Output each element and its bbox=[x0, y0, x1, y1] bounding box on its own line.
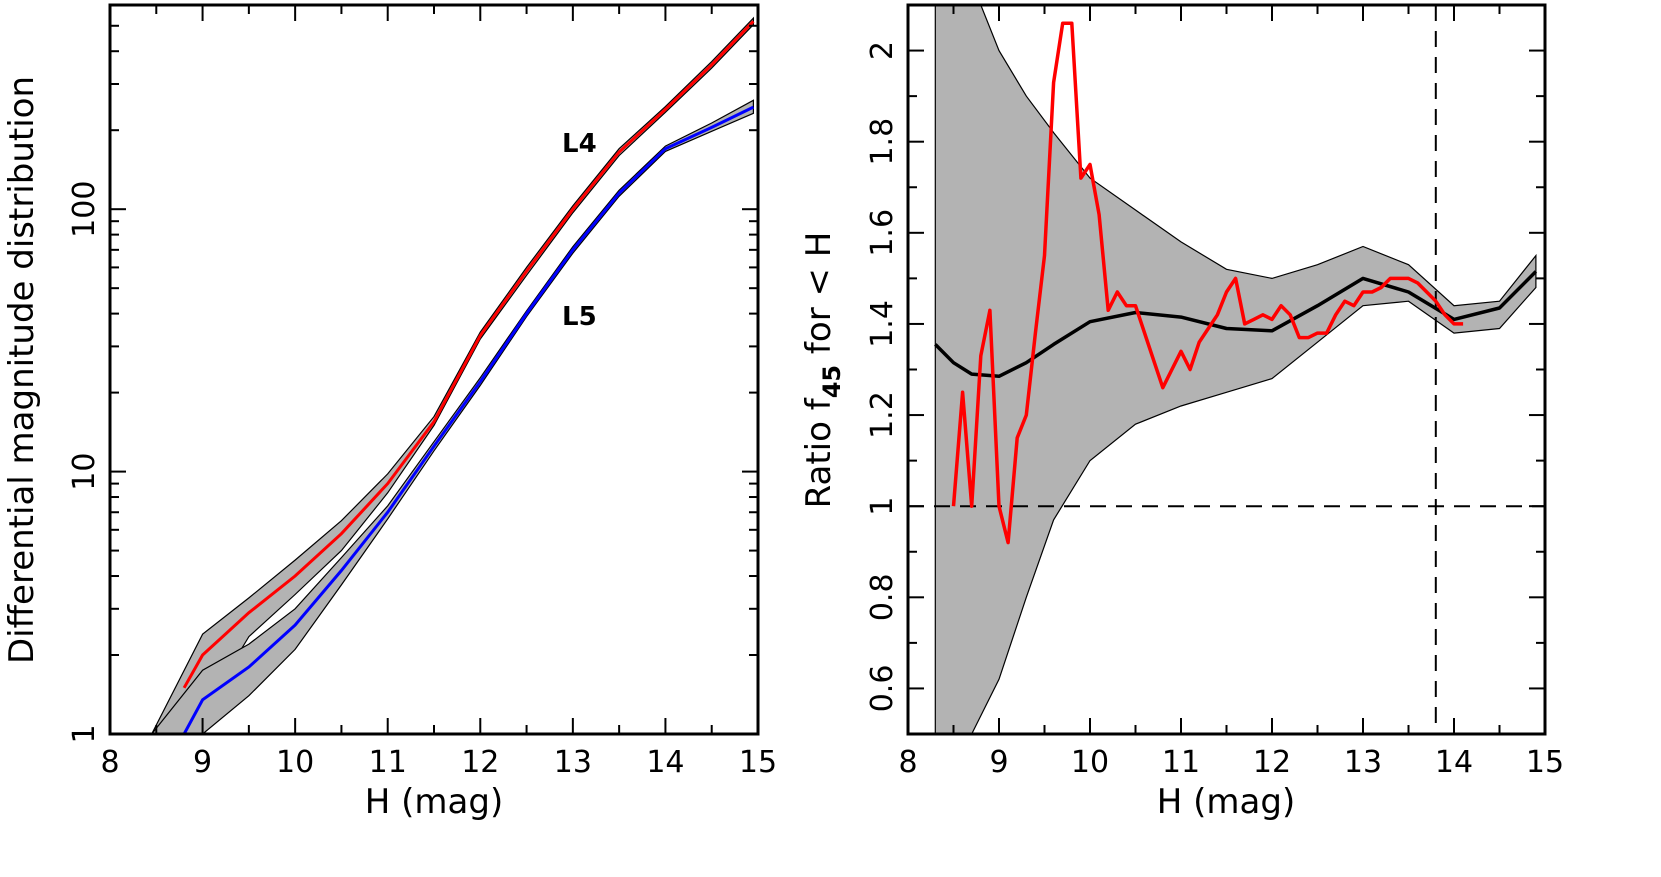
right-chart: 8 9 10 11 12 13 14 15 0.6 0.8 1 1.2 1.4 1.6 1.8 2 H (ma… bbox=[799, 3, 1564, 822]
right-y-tick-label: 1.2 bbox=[865, 391, 900, 439]
left-x-axis-label: H (mag) bbox=[365, 782, 503, 822]
right-y-tick-label: 1 bbox=[865, 497, 900, 516]
left-series-line-1 bbox=[182, 105, 755, 734]
left-x-tick-label: 13 bbox=[554, 745, 592, 780]
left-chart: 8 9 10 11 12 13 14 15 1 10 100 L4 L5 H (mag) Diffe… bbox=[2, 3, 777, 822]
right-ticks: 8 9 10 11 12 13 14 15 0.6 0.8 1 1.2 1.4 1.6 1.8 2 bbox=[865, 4, 1564, 780]
right-x-axis-label: H (mag) bbox=[1157, 782, 1295, 822]
right-error-band-area bbox=[934, 5, 1537, 734]
right-x-tick-label: 9 bbox=[989, 745, 1008, 780]
left-series-line-0 bbox=[182, 20, 755, 689]
left-x-tick-label: 9 bbox=[193, 745, 212, 780]
right-y-tick-label: 1.4 bbox=[865, 300, 900, 348]
left-error-band-1 bbox=[150, 99, 754, 734]
right-x-tick-label: 8 bbox=[898, 745, 917, 780]
right-x-tick-label: 14 bbox=[1435, 745, 1473, 780]
right-y-tick-label: 0.8 bbox=[865, 573, 900, 621]
right-x-tick-label: 13 bbox=[1344, 745, 1382, 780]
right-series-line-0 bbox=[934, 270, 1538, 379]
right-x-tick-label: 15 bbox=[1526, 745, 1564, 780]
right-y-axis-label-part2: for < H bbox=[799, 232, 839, 365]
right-x-tick-label: 11 bbox=[1162, 745, 1200, 780]
left-annotation-l5: L5 bbox=[562, 302, 597, 332]
left-x-tick-label: 15 bbox=[739, 745, 777, 780]
right-y-axis-label-part1: Ratio f bbox=[799, 397, 839, 508]
left-y-tick-label: 10 bbox=[67, 453, 102, 491]
left-x-tick-label: 8 bbox=[100, 745, 119, 780]
left-ticks: 8 9 10 11 12 13 14 15 1 10 100 bbox=[67, 4, 777, 780]
right-y-axis-label-subscript: 45 bbox=[818, 365, 846, 398]
left-x-tick-label: 14 bbox=[646, 745, 684, 780]
right-y-tick-label: 1.8 bbox=[865, 118, 900, 166]
right-y-tick-label: 2 bbox=[865, 41, 900, 60]
left-y-tick-label: 1 bbox=[67, 724, 102, 743]
left-x-tick-label: 10 bbox=[276, 745, 314, 780]
left-error-band-0 bbox=[151, 16, 754, 734]
right-series-line-1 bbox=[951, 21, 1464, 545]
left-error-bands bbox=[150, 16, 754, 734]
right-x-tick-label: 10 bbox=[1071, 745, 1109, 780]
left-series-group bbox=[182, 20, 755, 734]
left-y-tick-label: 100 bbox=[67, 181, 102, 238]
left-y-axis-label: Differential magnitude distribution bbox=[2, 76, 42, 664]
right-y-tick-label: 1.6 bbox=[865, 209, 900, 257]
right-y-tick-label: 0.6 bbox=[865, 665, 900, 713]
left-x-tick-label: 11 bbox=[369, 745, 407, 780]
right-reference-lines bbox=[908, 5, 1545, 734]
right-series-group bbox=[934, 21, 1538, 545]
right-x-tick-label: 12 bbox=[1253, 745, 1291, 780]
left-annotation-l4: L4 bbox=[562, 129, 597, 159]
left-x-tick-label: 12 bbox=[461, 745, 499, 780]
right-y-axis-label: Ratio f45 for < H bbox=[799, 232, 846, 509]
right-error-band bbox=[934, 5, 1537, 734]
